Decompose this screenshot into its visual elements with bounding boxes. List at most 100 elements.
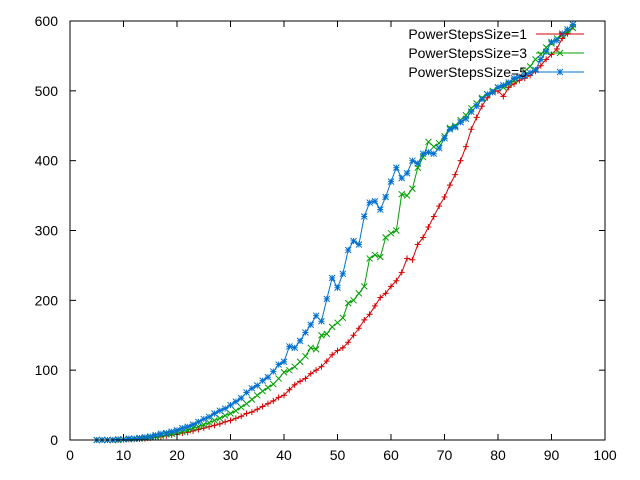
data-point bbox=[392, 227, 400, 234]
data-point bbox=[350, 296, 357, 304]
data-point bbox=[243, 400, 250, 408]
data-point bbox=[275, 375, 283, 382]
data-point bbox=[130, 435, 138, 442]
data-point bbox=[355, 289, 363, 297]
data-point bbox=[125, 435, 133, 442]
x-tick-label: 10 bbox=[116, 447, 132, 463]
data-point bbox=[387, 178, 395, 185]
data-point bbox=[216, 420, 223, 427]
data-point bbox=[334, 284, 341, 292]
data-point bbox=[366, 199, 373, 206]
data-point bbox=[168, 428, 176, 435]
data-point bbox=[285, 366, 293, 374]
data-point bbox=[329, 351, 336, 358]
data-point bbox=[494, 83, 502, 91]
x-tick-label: 0 bbox=[66, 447, 74, 463]
data-point bbox=[280, 358, 288, 366]
series-3 bbox=[93, 21, 577, 444]
x-tick-label: 80 bbox=[490, 447, 506, 463]
data-point bbox=[328, 323, 336, 331]
data-point bbox=[291, 363, 299, 371]
data-point bbox=[441, 134, 448, 142]
x-tick-label: 40 bbox=[276, 447, 292, 463]
data-point bbox=[248, 396, 256, 403]
data-point bbox=[227, 410, 234, 417]
data-point bbox=[200, 415, 208, 423]
legend-label: PowerStepsSize=5 bbox=[408, 64, 527, 80]
axes: 0 10 20 30 40 50 60 70 80 90 100 0 100 200 300 400 500 60… bbox=[35, 13, 617, 463]
data-point bbox=[254, 406, 261, 413]
data-point bbox=[227, 401, 234, 409]
data-point bbox=[452, 171, 459, 178]
data-point bbox=[371, 197, 379, 205]
data-point bbox=[253, 382, 261, 389]
data-point bbox=[425, 148, 432, 156]
data-point bbox=[286, 386, 293, 393]
data-point bbox=[409, 256, 416, 263]
y-tick-label: 200 bbox=[35, 292, 59, 308]
data-point bbox=[189, 421, 197, 428]
data-point bbox=[500, 93, 507, 100]
data-point bbox=[318, 331, 325, 339]
data-point bbox=[259, 377, 266, 384]
data-point bbox=[318, 363, 325, 370]
data-point bbox=[339, 314, 347, 322]
data-point bbox=[270, 397, 277, 404]
data-point bbox=[446, 182, 453, 189]
data-point bbox=[404, 255, 411, 262]
data-point bbox=[281, 392, 287, 399]
data-point bbox=[216, 414, 224, 422]
data-point bbox=[291, 344, 299, 352]
y-tick-label: 100 bbox=[35, 362, 59, 378]
data-point bbox=[473, 102, 480, 110]
data-point bbox=[430, 213, 437, 220]
data-point bbox=[227, 417, 234, 424]
data-point bbox=[360, 283, 368, 290]
data-point bbox=[543, 56, 550, 63]
data-point bbox=[146, 433, 154, 440]
data-point bbox=[403, 192, 411, 199]
data-point bbox=[462, 115, 470, 123]
data-point bbox=[195, 423, 202, 431]
data-point bbox=[441, 193, 448, 200]
y-tick-label: 0 bbox=[50, 432, 58, 448]
x-tick-label: 50 bbox=[330, 447, 346, 463]
data-point bbox=[190, 427, 197, 434]
data-point bbox=[238, 413, 245, 420]
data-point bbox=[184, 423, 192, 431]
data-point bbox=[141, 433, 149, 441]
data-point bbox=[285, 343, 293, 350]
data-point bbox=[221, 405, 229, 412]
data-point bbox=[526, 63, 534, 70]
data-point bbox=[376, 253, 384, 261]
data-point bbox=[200, 425, 207, 432]
data-point bbox=[505, 79, 513, 86]
x-tick-label: 100 bbox=[593, 447, 617, 463]
data-point bbox=[483, 90, 491, 98]
data-point bbox=[344, 246, 352, 254]
data-point bbox=[323, 295, 331, 303]
data-point bbox=[307, 370, 314, 377]
data-point bbox=[296, 358, 304, 366]
data-point bbox=[206, 423, 213, 430]
data-point bbox=[553, 45, 560, 52]
data-point bbox=[280, 368, 288, 376]
data-point bbox=[302, 375, 309, 382]
data-point bbox=[216, 407, 224, 415]
data-point bbox=[473, 114, 480, 121]
data-point bbox=[221, 412, 229, 419]
data-point bbox=[307, 321, 315, 329]
data-point bbox=[387, 229, 395, 237]
data-point bbox=[478, 103, 485, 110]
x-tick-label: 20 bbox=[169, 447, 185, 463]
data-point bbox=[259, 387, 266, 395]
data-point bbox=[371, 302, 378, 309]
data-point bbox=[291, 381, 298, 388]
data-point bbox=[366, 255, 373, 262]
data-point bbox=[334, 347, 341, 354]
data-point bbox=[376, 206, 384, 213]
data-point bbox=[195, 426, 202, 433]
data-point bbox=[328, 274, 336, 282]
data-point bbox=[419, 150, 427, 158]
data-point bbox=[237, 394, 245, 402]
